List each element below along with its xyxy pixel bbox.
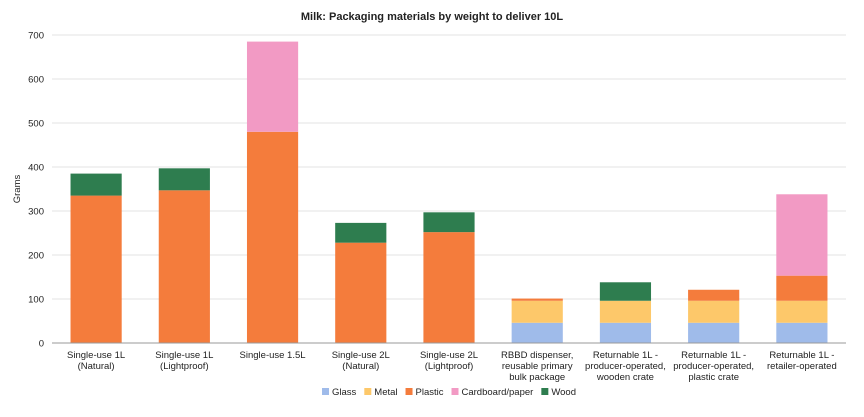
- x-tick-label: Single-use 2L (Natural): [332, 350, 390, 372]
- x-tick-label: Returnable 1L -producer-operated, plastic…: [673, 350, 754, 383]
- bar-segment-wood: [423, 212, 475, 233]
- legend-label: Glass: [332, 387, 357, 398]
- x-tick-label: Returnable 1L -producer-operated, wooden …: [585, 350, 666, 383]
- bar-segment-glass: [688, 322, 740, 343]
- y-tick-label: 600: [28, 75, 44, 86]
- legend-label: Cardboard/paper: [462, 387, 534, 398]
- bar-segment-plastic: [246, 131, 299, 343]
- legend-item: Cardboard/paper: [451, 387, 534, 398]
- bar-segment-glass: [599, 322, 652, 343]
- bar-segment-plastic: [776, 275, 828, 301]
- x-tick-label: RBBD dispenser, reusable primary bulk pack…: [501, 350, 573, 383]
- bars: [70, 41, 828, 343]
- y-tick-label: 300: [28, 207, 44, 218]
- legend-swatch: [364, 388, 372, 395]
- bar-segment-wood: [70, 173, 122, 196]
- bar-segment-plastic: [158, 190, 210, 343]
- y-tick-label: 500: [28, 119, 44, 130]
- axes: 0 100 200 300 400 500 600 700: [28, 31, 846, 350]
- bar-segment-metal: [776, 300, 828, 323]
- bar-segment-metal: [511, 300, 563, 323]
- chart-title: Milk: Packaging materials by weight to d…: [301, 11, 564, 23]
- x-tick-label: Single-use 1.5L: [240, 350, 306, 361]
- bar-segment-wood: [158, 168, 210, 191]
- legend-item: Wood: [541, 387, 576, 398]
- legend-swatch: [405, 388, 413, 395]
- bar-segment-metal: [688, 300, 740, 323]
- legend-swatch: [541, 388, 549, 395]
- bar-segment-wood: [599, 282, 652, 301]
- bar-segment-plastic: [511, 298, 563, 301]
- bar-segment-cardboard-paper: [246, 41, 299, 132]
- bar-segment-metal: [599, 300, 652, 323]
- bar-segment-wood: [335, 222, 387, 243]
- bar-segment-plastic: [688, 289, 740, 301]
- y-tick-label: 400: [28, 163, 44, 174]
- legend-item: Metal: [364, 387, 398, 398]
- x-tick-label: Single-use 1L (Natural): [67, 350, 125, 372]
- bar-segment-plastic: [70, 195, 122, 343]
- bar-segment-plastic: [335, 242, 387, 343]
- legend-label: Wood: [551, 387, 576, 398]
- legend-label: Metal: [374, 387, 397, 398]
- x-tick-label: Single-use 1L (Lightproof): [155, 350, 213, 372]
- x-tick-label: Single-use 2L (Lightproof): [420, 350, 478, 372]
- legend-item: Glass: [322, 387, 357, 398]
- legend-swatch: [322, 388, 330, 395]
- y-tick-label: 200: [28, 251, 44, 262]
- y-axis-label: Grams: [12, 175, 23, 204]
- y-tick-label: 100: [28, 295, 44, 306]
- bar-segment-plastic: [423, 232, 475, 343]
- bar-segment-glass: [776, 322, 828, 343]
- legend-item: Plastic: [405, 387, 444, 398]
- legend-swatch: [451, 388, 459, 395]
- x-tick-label: Returnable 1L -retailer-operated: [767, 350, 837, 372]
- bar-segment-cardboard-paper: [776, 194, 828, 276]
- legend-label: Plastic: [416, 387, 444, 398]
- x-tick-labels: Single-use 1L (Natural) Single-use 1L (Ligh…: [67, 350, 837, 383]
- bar-segment-glass: [511, 322, 563, 343]
- legend: Glass Metal Plastic Cardboard/paper Wood: [322, 387, 576, 398]
- y-tick-label: 0: [39, 339, 44, 350]
- y-tick-label: 700: [28, 31, 44, 42]
